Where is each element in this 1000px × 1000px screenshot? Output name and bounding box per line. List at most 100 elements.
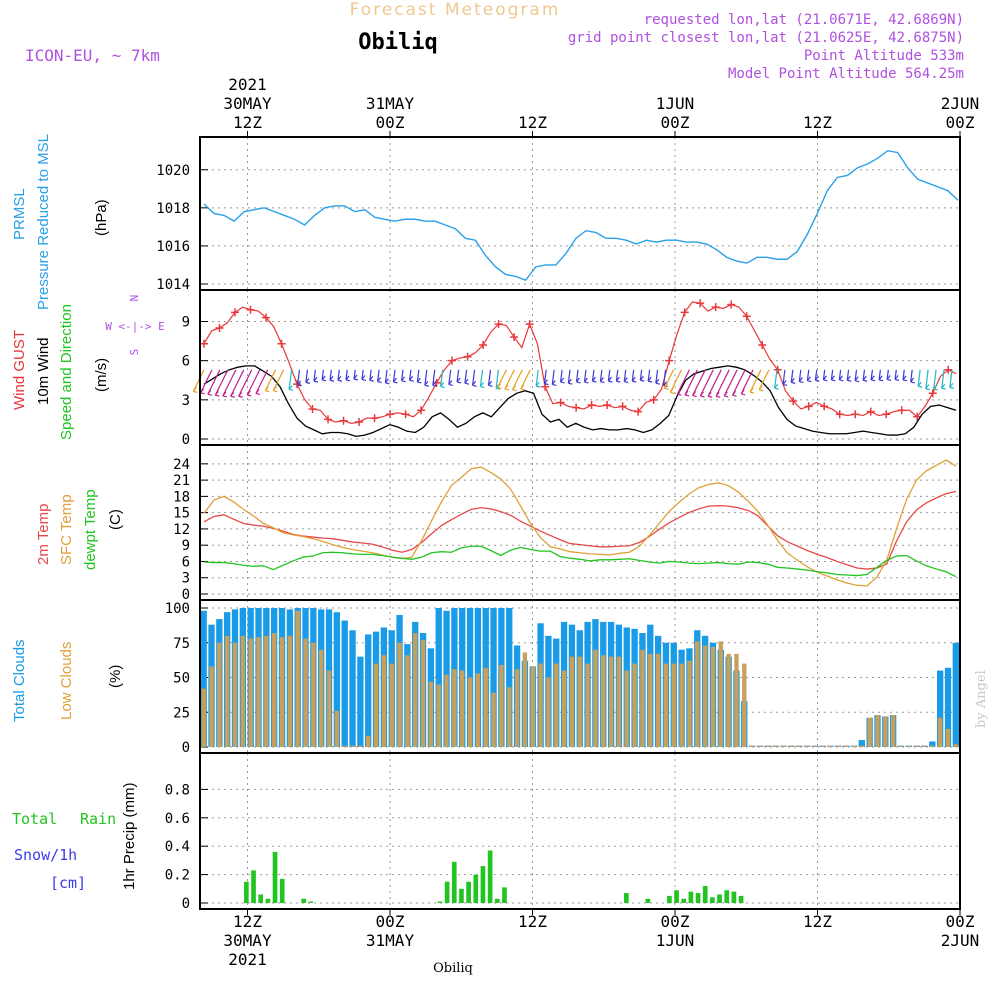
low-cloud-bar bbox=[883, 716, 888, 747]
wind-arrow bbox=[472, 369, 476, 386]
wind-arrow bbox=[707, 369, 722, 397]
y-tick-label: 6 bbox=[182, 554, 190, 570]
wind-arrow-head bbox=[692, 391, 697, 398]
y-tick-label: 21 bbox=[173, 473, 190, 489]
panel-border bbox=[199, 136, 961, 291]
low-cloud-bar bbox=[460, 670, 465, 747]
gust-marker bbox=[556, 398, 565, 407]
total-cloud-bar bbox=[936, 670, 944, 747]
wind-arrow bbox=[456, 369, 460, 383]
time-label-bottom: 2021 bbox=[228, 950, 267, 969]
time-label-bottom: 12Z bbox=[803, 912, 832, 931]
time-label-top: 2JUN bbox=[941, 94, 980, 113]
wind-arrow-head bbox=[272, 386, 278, 393]
wind-arrow-head bbox=[740, 389, 746, 396]
y-tick-label: 3 bbox=[182, 393, 190, 409]
low-cloud-bar bbox=[217, 642, 222, 747]
gust-marker bbox=[789, 397, 798, 406]
low-cloud-bar bbox=[420, 639, 426, 747]
wind-arrow bbox=[361, 369, 364, 380]
low-cloud-bar bbox=[350, 745, 355, 747]
low-cloud-bar bbox=[366, 735, 371, 747]
wind-arrow-head bbox=[520, 384, 525, 391]
y-tick-label: 0 bbox=[182, 896, 190, 912]
total-cloud-bar bbox=[952, 642, 959, 747]
snow-label: Snow/1h bbox=[14, 846, 77, 864]
gridpoint-coords: grid point closest lon,lat (21.0625E, 42… bbox=[568, 30, 964, 46]
wind-arrow bbox=[830, 369, 834, 380]
wind-unit: (m/s) bbox=[93, 358, 110, 392]
rain-bar bbox=[502, 887, 507, 903]
low-cloud-bar bbox=[930, 745, 935, 747]
wind-arrow-head bbox=[200, 388, 205, 395]
wind-arrow-head bbox=[361, 375, 367, 382]
panel-border bbox=[199, 752, 961, 910]
wind-arrow bbox=[559, 369, 563, 383]
gust-label: Wind GUST bbox=[11, 330, 28, 410]
wind-arrow bbox=[575, 369, 579, 383]
wind-arrow-head bbox=[870, 375, 876, 382]
gust-marker bbox=[835, 410, 844, 419]
wind-arrow-head bbox=[255, 389, 261, 396]
wind-arrow bbox=[246, 369, 261, 396]
rain-bar bbox=[451, 861, 457, 903]
low-cloud-bar bbox=[585, 663, 590, 747]
gust-marker bbox=[711, 303, 720, 312]
wind-arrow bbox=[305, 369, 309, 383]
gust-marker bbox=[432, 378, 441, 387]
low-cloud-bar bbox=[702, 645, 708, 747]
low-cloud-bar bbox=[397, 642, 402, 747]
wind-arrow-head bbox=[222, 391, 228, 398]
wind-arrow-head bbox=[288, 385, 294, 392]
wind-arrow bbox=[535, 369, 539, 387]
precip-total-label: Total bbox=[12, 810, 57, 828]
time-label-bottom: 30MAY bbox=[223, 931, 272, 950]
gust-marker bbox=[401, 410, 410, 419]
low-cloud-bar bbox=[749, 745, 755, 747]
wind-arrow-head bbox=[488, 380, 493, 387]
clouds-unit: (%) bbox=[107, 665, 124, 688]
low-cloud-bar bbox=[530, 666, 535, 747]
compass-north: N bbox=[128, 295, 141, 302]
rain-bar bbox=[710, 897, 715, 903]
low-cloud-bar bbox=[867, 717, 872, 747]
gust-marker bbox=[804, 402, 813, 411]
wind-arrow bbox=[222, 369, 237, 397]
rain-bar bbox=[459, 888, 464, 903]
low-clouds-label: Low Clouds bbox=[58, 642, 75, 720]
gust-marker bbox=[680, 308, 689, 317]
low-cloud-bar bbox=[616, 656, 622, 747]
wind-arrow-head bbox=[560, 377, 565, 384]
y-tick-label: 9 bbox=[182, 315, 190, 331]
wind-arrow-head bbox=[504, 384, 510, 391]
wind-arrow bbox=[543, 369, 547, 384]
wind-arrow bbox=[400, 369, 404, 381]
wind-arrow-head bbox=[214, 390, 220, 397]
credit: by Angel bbox=[974, 670, 989, 728]
precip-axis-label: 1hr Precip (mm) bbox=[121, 782, 138, 890]
wind-arrow bbox=[329, 369, 332, 381]
wind-arrow bbox=[607, 369, 611, 382]
snow-unit: [cm] bbox=[50, 874, 86, 892]
gust-marker bbox=[246, 305, 255, 314]
y-tick-label: 0.8 bbox=[165, 782, 190, 798]
wind-arrow bbox=[264, 369, 277, 391]
wind-arrow-head bbox=[409, 375, 414, 382]
wind-arrow bbox=[599, 369, 603, 382]
low-cloud-bar bbox=[648, 653, 653, 747]
wind-arrow bbox=[822, 369, 826, 380]
wind-arrow bbox=[894, 369, 897, 380]
wind-arrow bbox=[615, 369, 619, 382]
gust-marker bbox=[448, 356, 457, 365]
low-cloud-bar bbox=[326, 670, 332, 747]
low-cloud-bar bbox=[796, 745, 802, 747]
gust-marker bbox=[479, 341, 488, 349]
rain-bar bbox=[494, 898, 500, 903]
wind-arrow-head bbox=[663, 383, 669, 390]
wind-arrow-head bbox=[345, 375, 351, 382]
panel-border bbox=[199, 444, 961, 601]
wind-arrow bbox=[676, 369, 690, 395]
low-cloud-bar bbox=[718, 641, 723, 747]
wind-arrow-head bbox=[902, 375, 908, 382]
low-cloud-bar bbox=[389, 663, 394, 747]
